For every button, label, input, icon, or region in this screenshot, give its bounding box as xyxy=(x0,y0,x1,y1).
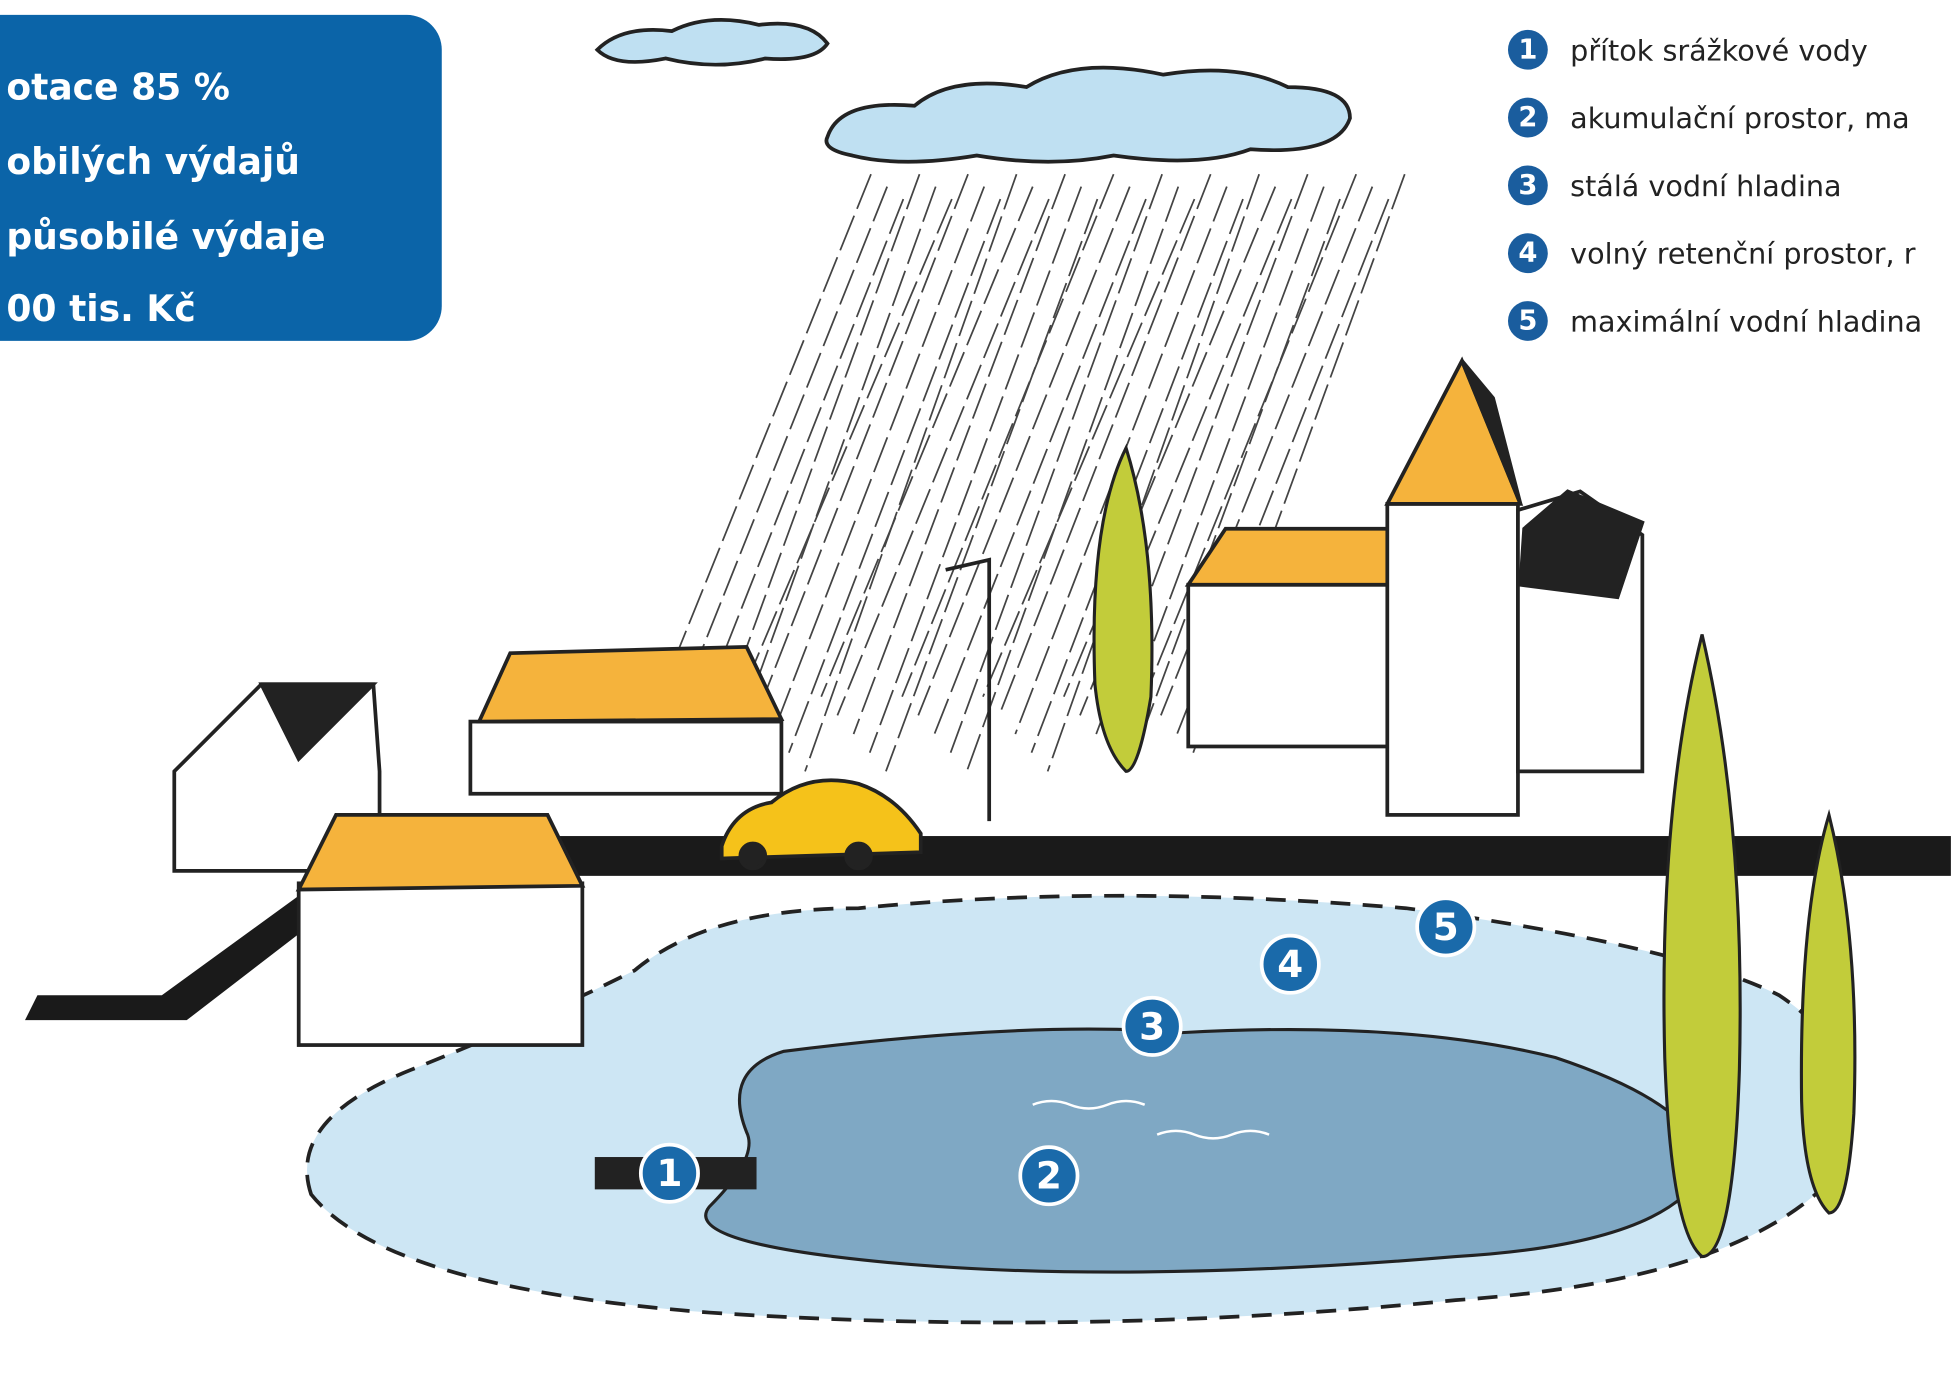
rain-streak xyxy=(870,187,1082,753)
rain-streak xyxy=(805,174,1017,771)
rain-streak xyxy=(676,187,888,716)
rain-streak xyxy=(821,187,1033,697)
clouds-part xyxy=(826,68,1350,162)
buildings-part xyxy=(479,647,781,722)
marker-number: 3 xyxy=(1139,1004,1165,1048)
legend-number: 2 xyxy=(1518,102,1537,133)
buildings-part xyxy=(299,815,583,890)
rain-streak xyxy=(773,187,985,734)
rain-streak xyxy=(854,174,1066,734)
marker-number: 2 xyxy=(1036,1154,1062,1198)
legend-text: stálá vodní hladina xyxy=(1570,169,1841,203)
trees-part xyxy=(1664,635,1740,1257)
legend-text: volný retenční prostor, r xyxy=(1570,237,1916,271)
callout-line: působilé výdaje xyxy=(6,216,325,258)
callout-line: otace 85 % xyxy=(6,67,230,109)
legend-number: 3 xyxy=(1518,170,1537,201)
legend-number: 5 xyxy=(1518,305,1537,336)
page: {"callout": {"lines": ["otace 85 %", "ob… xyxy=(0,0,1951,1376)
trees-part xyxy=(1094,448,1152,771)
rain-streak xyxy=(659,174,871,697)
pond-part xyxy=(706,1029,1705,1272)
clouds xyxy=(597,20,1350,162)
buildings-part xyxy=(1387,504,1518,815)
legend-text: přítok srážkové vody xyxy=(1570,33,1868,67)
buildings-part xyxy=(1188,585,1400,747)
illustration: otace 85 % obilých výdajů působilé výdaj… xyxy=(0,0,1951,1376)
buildings-part xyxy=(299,883,583,1045)
legend-number: 4 xyxy=(1518,238,1537,269)
legend-text: akumulační prostor, ma xyxy=(1570,101,1910,135)
callout: otace 85 % obilých výdajů působilé výdaj… xyxy=(0,15,442,341)
rain-streak xyxy=(837,199,1049,715)
marker-number: 4 xyxy=(1277,942,1303,986)
legend-number: 1 xyxy=(1518,34,1537,65)
rain-streak xyxy=(789,199,1001,753)
buildings-part xyxy=(1188,529,1400,585)
legend-text: maximální vodní hladina xyxy=(1570,304,1922,338)
car-part xyxy=(740,844,765,869)
callout-line: obilých výdajů xyxy=(6,141,300,183)
marker-number: 1 xyxy=(656,1151,682,1195)
buildings-part xyxy=(470,722,781,794)
marker-number: 5 xyxy=(1433,905,1459,949)
rain-streak xyxy=(902,174,1114,697)
car-part xyxy=(846,844,871,869)
clouds-part xyxy=(597,20,827,65)
callout-line: 00 tis. Kč xyxy=(6,288,195,330)
legend: 1 přítok srážkové vody 2 akumulační prostor… xyxy=(1508,30,1922,341)
